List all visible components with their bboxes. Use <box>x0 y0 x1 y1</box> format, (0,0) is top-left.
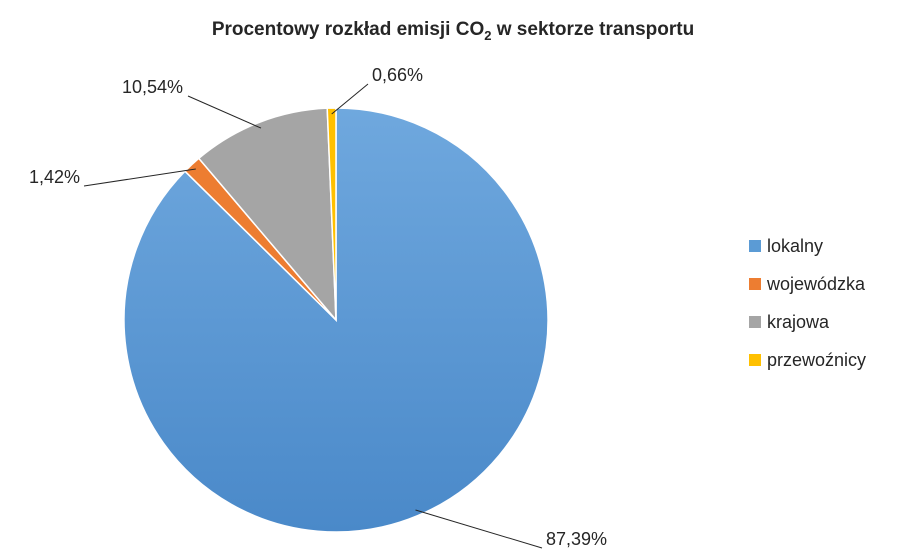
legend: lokalny wojewódzka krajowa przewoźnicy <box>749 236 866 370</box>
chart-title-rest: w sektorze transportu <box>491 19 694 40</box>
legend-swatch-lokalny <box>749 240 761 252</box>
pie-slice-krajowa <box>197 107 337 323</box>
chart-title: Procentowy rozkład emisji CO2 w sektorze… <box>212 19 694 43</box>
chart-title-subscript: 2 <box>484 28 491 43</box>
data-label-przewoznicy: 0,66% <box>372 65 423 85</box>
pie-slice-przewoznicy <box>326 107 337 321</box>
legend-label-lokalny: lokalny <box>767 236 823 256</box>
data-label-wojewodzka: 1,42% <box>29 167 80 187</box>
leader-line-krajowa <box>187 95 262 129</box>
leader-lines <box>83 83 543 549</box>
chart-title-main: Procentowy rozkład emisji CO <box>212 19 484 40</box>
data-label-krajowa: 10,54% <box>122 77 183 97</box>
legend-swatch-wojewodzka <box>749 278 761 290</box>
data-label-lokalny: 87,39% <box>546 529 607 549</box>
pie-slices <box>123 107 549 533</box>
legend-label-wojewodzka: wojewódzka <box>766 274 866 294</box>
legend-label-krajowa: krajowa <box>767 312 830 332</box>
legend-label-przewoznicy: przewoźnicy <box>767 350 866 370</box>
leader-line-lokalny <box>415 509 543 549</box>
leader-line-wojewodzka <box>83 168 196 187</box>
legend-swatch-przewoznicy <box>749 354 761 366</box>
legend-swatch-krajowa <box>749 316 761 328</box>
leader-line-przewoznicy <box>331 83 369 115</box>
data-labels: 87,39% 1,42% 10,54% 0,66% <box>29 65 607 549</box>
